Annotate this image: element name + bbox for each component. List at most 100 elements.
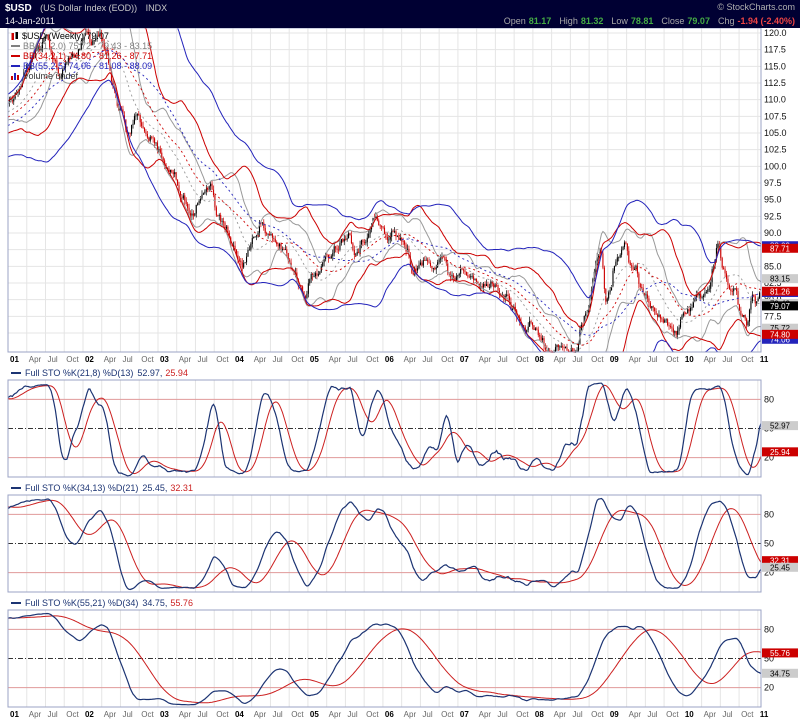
svg-text:01: 01: [10, 355, 19, 364]
main-chart-legend: $USD (Weekly) 79.07 BB(21,2.0) 75.72 - 7…: [11, 31, 152, 81]
volume-icon: [11, 73, 19, 80]
bb34-legend-row: BB(34,2.1) 74.80 - 81.26 - 87.71: [11, 51, 152, 61]
svg-text:Jul: Jul: [122, 355, 132, 364]
close-label: Close: [661, 16, 685, 26]
stoch2-line-swatch: [11, 486, 21, 489]
bb34-legend: BB(34,2.1) 74.80 - 81.26 - 87.71: [23, 51, 153, 61]
svg-text:07: 07: [460, 355, 469, 364]
bb21-legend: BB(21,2.0) 75.72 - 79.43 - 83.15: [23, 41, 153, 51]
svg-text:Apr: Apr: [104, 710, 117, 719]
svg-text:Oct: Oct: [141, 710, 154, 719]
svg-text:85.0: 85.0: [764, 261, 782, 271]
stoch1-d-value: 25.94: [165, 367, 188, 378]
candlestick-icon: [11, 31, 18, 40]
svg-text:09: 09: [610, 355, 619, 364]
low-label: Low: [611, 16, 628, 26]
svg-text:Apr: Apr: [329, 710, 342, 719]
stoch2-label: Full STO %K(34,13) %D(21): [25, 482, 139, 493]
svg-text:10: 10: [685, 355, 694, 364]
svg-text:Jul: Jul: [347, 355, 357, 364]
chart-date: 14-Jan-2011: [5, 16, 55, 26]
svg-text:Jul: Jul: [722, 355, 732, 364]
svg-text:97.5: 97.5: [764, 178, 782, 188]
svg-text:Apr: Apr: [479, 355, 492, 364]
svg-text:80: 80: [764, 509, 774, 519]
svg-text:75.72: 75.72: [770, 324, 791, 333]
title-bar: $USD (US Dollar Index (EOD)) INDX © Stoc…: [0, 0, 800, 14]
svg-text:Jul: Jul: [422, 710, 432, 719]
bb55-legend-row: BB(55,2.5) 74.06 - 81.08 - 88.09: [11, 61, 152, 71]
svg-text:102.5: 102.5: [764, 145, 787, 155]
svg-text:87.71: 87.71: [770, 244, 791, 253]
stoch3-k-value: 34.75: [142, 598, 167, 608]
svg-text:05: 05: [310, 710, 319, 719]
svg-text:Oct: Oct: [66, 355, 79, 364]
svg-text:11: 11: [760, 710, 769, 719]
svg-text:90.0: 90.0: [764, 228, 782, 238]
svg-text:81.26: 81.26: [770, 287, 791, 296]
bb55-line-swatch: [11, 65, 20, 67]
svg-text:Oct: Oct: [66, 710, 79, 719]
svg-text:07: 07: [460, 710, 469, 719]
svg-text:Apr: Apr: [554, 710, 567, 719]
svg-text:Apr: Apr: [404, 355, 417, 364]
close-value: 79.07: [687, 16, 710, 26]
svg-text:Oct: Oct: [441, 710, 454, 719]
svg-text:Oct: Oct: [291, 355, 304, 364]
high-label: High: [559, 16, 578, 26]
svg-text:50: 50: [764, 539, 774, 549]
svg-text:117.5: 117.5: [764, 45, 786, 55]
stoch2-k-value: 25.45: [142, 483, 167, 493]
svg-text:Oct: Oct: [666, 710, 679, 719]
stoch1-label: Full STO %K(21,8) %D(13): [25, 367, 134, 378]
chg-value: -1.94 (-2.40%): [737, 16, 795, 26]
svg-text:Jul: Jul: [422, 355, 432, 364]
bb55-legend: BB(55,2.5) 74.06 - 81.08 - 88.09: [23, 61, 153, 71]
svg-text:Oct: Oct: [591, 355, 604, 364]
svg-text:05: 05: [310, 355, 319, 364]
svg-text:09: 09: [610, 710, 619, 719]
svg-text:Jul: Jul: [647, 710, 657, 719]
svg-text:Oct: Oct: [591, 710, 604, 719]
svg-text:115.0: 115.0: [764, 61, 786, 71]
svg-text:Jul: Jul: [272, 355, 282, 364]
symbol-name: (US Dollar Index (EOD)): [40, 3, 138, 13]
volume-legend-row: Volume undef: [11, 71, 152, 81]
svg-text:Jul: Jul: [47, 355, 57, 364]
bb21-legend-row: BB(21,2.0) 75.72 - 79.43 - 83.15: [11, 41, 152, 51]
svg-text:02: 02: [85, 710, 94, 719]
symbol-title: $USD (US Dollar Index (EOD)) INDX: [5, 0, 167, 16]
svg-text:Apr: Apr: [629, 710, 642, 719]
svg-text:Oct: Oct: [741, 710, 754, 719]
svg-text:110.0: 110.0: [764, 95, 786, 105]
stoch1-line-swatch: [11, 371, 21, 374]
svg-text:Apr: Apr: [704, 355, 717, 364]
bb21-line-swatch: [11, 45, 20, 47]
svg-text:Oct: Oct: [216, 355, 229, 364]
svg-text:Apr: Apr: [254, 355, 267, 364]
svg-text:Apr: Apr: [704, 710, 717, 719]
svg-text:Jul: Jul: [647, 355, 657, 364]
svg-text:10: 10: [685, 710, 694, 719]
volume-legend: Volume undef: [23, 71, 79, 81]
open-value: 81.17: [528, 16, 552, 26]
svg-text:77.5: 77.5: [764, 311, 782, 321]
stoch2-legend: Full STO %K(34,13) %D(21) 25.45 32.31: [11, 481, 193, 494]
svg-text:Apr: Apr: [29, 710, 42, 719]
svg-text:02: 02: [85, 355, 94, 364]
quote-bar: 14-Jan-2011 Open 81.17 High 81.32 Low 78…: [0, 14, 800, 28]
symbol: $USD: [5, 3, 32, 14]
svg-text:Oct: Oct: [141, 355, 154, 364]
svg-text:Oct: Oct: [516, 710, 529, 719]
stoch1-legend: Full STO %K(21,8) %D(13) 52.97 25.94: [11, 366, 188, 379]
exchange-label: INDX: [145, 3, 168, 13]
svg-text:Jul: Jul: [497, 710, 507, 719]
svg-text:100.0: 100.0: [764, 161, 787, 171]
chg-label: Chg: [717, 16, 735, 26]
svg-text:74.06: 74.06: [770, 335, 791, 344]
svg-text:Apr: Apr: [29, 355, 42, 364]
svg-text:Apr: Apr: [554, 355, 567, 364]
svg-text:Apr: Apr: [179, 355, 192, 364]
svg-text:50: 50: [764, 654, 774, 664]
